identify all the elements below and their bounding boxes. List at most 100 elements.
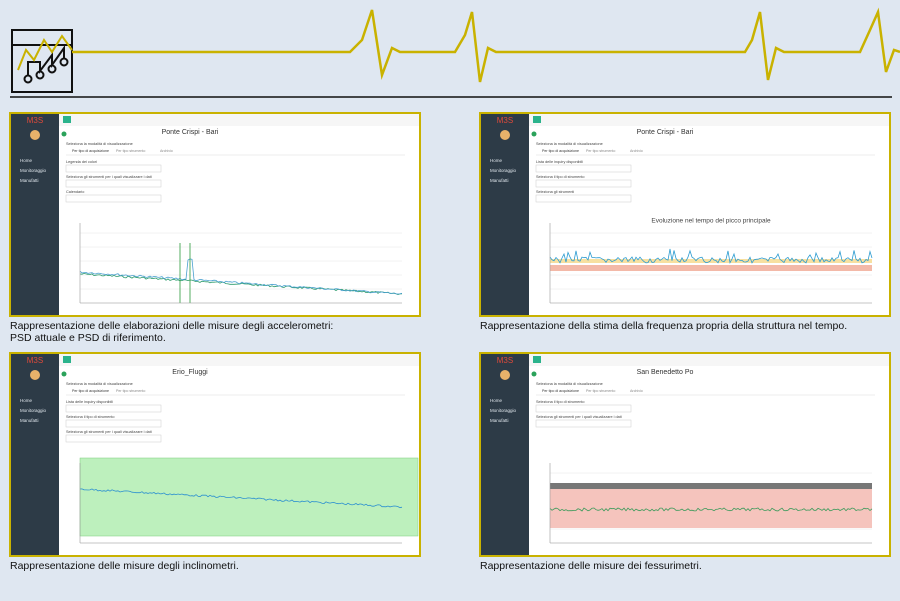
caption: Rappresentazione delle misure dei fessur… xyxy=(480,560,702,572)
tab[interactable]: Per tipo di acquisizione xyxy=(542,149,579,153)
form-label: Seleziona la modalità di visualizzazione xyxy=(66,382,133,386)
form-label: Seleziona gli strumenti xyxy=(536,190,574,194)
caption: Rappresentazione delle misure degli incl… xyxy=(10,560,239,572)
tab[interactable]: Archivio xyxy=(630,149,643,153)
sidebar-item[interactable]: Monitoraggio xyxy=(20,168,47,173)
input-field xyxy=(65,194,162,203)
sidebar xyxy=(11,114,59,315)
top-bar xyxy=(529,354,889,366)
sidebar xyxy=(481,354,529,555)
sidebar-item[interactable]: Home xyxy=(490,398,503,403)
panels: M3S Home Monitoraggio Manufatti Ponte Crispi… xyxy=(9,112,891,572)
screenshot-panel: M3S Home Monitoraggio Manufatti San Benedett… xyxy=(479,352,891,557)
form-label: Seleziona il tipo di strumento xyxy=(66,415,115,419)
logo: M3S xyxy=(27,356,43,365)
form-label: Calendario xyxy=(66,190,84,194)
band xyxy=(550,488,872,528)
tab[interactable]: Per tipo di acquisizione xyxy=(72,389,109,393)
form-label: Seleziona la modalità di visualizzazione xyxy=(536,382,603,386)
sidebar-item[interactable]: Home xyxy=(20,398,33,403)
screenshot-panel: M3S Home Monitoraggio Manufatti Ponte Crispi… xyxy=(479,112,891,317)
sidebar xyxy=(481,114,529,315)
top-button xyxy=(63,116,71,123)
caption: Rappresentazione della stima della frequ… xyxy=(480,320,847,332)
form-label: Lista delle inquiry disponibili xyxy=(66,400,113,404)
form-label: Seleziona la modalità di visualizzazione xyxy=(66,142,133,146)
top-button xyxy=(63,356,71,363)
logo: M3S xyxy=(497,116,513,125)
top-button xyxy=(533,356,541,363)
form-label: Seleziona gli strumenti per i quali visu… xyxy=(66,175,152,179)
page-title: San Benedetto Po xyxy=(637,369,694,376)
top-bar xyxy=(59,354,419,366)
avatar xyxy=(500,370,510,380)
status-icon xyxy=(61,371,67,377)
status-icon xyxy=(61,131,67,137)
ecg-line xyxy=(72,7,900,83)
input-field xyxy=(65,419,162,428)
sidebar-item[interactable]: Home xyxy=(490,158,503,163)
tab[interactable]: Archivio xyxy=(160,149,173,153)
form-label: Seleziona il tipo di strumento xyxy=(536,400,585,404)
avatar xyxy=(30,130,40,140)
sidebar-item[interactable]: Manufatti xyxy=(490,418,509,423)
sidebar-item[interactable]: Manufatti xyxy=(490,178,509,183)
sidebar xyxy=(11,354,59,555)
status-icon xyxy=(531,131,537,137)
tab[interactable]: Per tipo di acquisizione xyxy=(542,389,579,393)
input-field xyxy=(65,179,162,188)
page-title: Erio_Fluggi xyxy=(172,369,208,376)
form-label: Seleziona il tipo di strumento xyxy=(536,175,585,179)
tab[interactable]: Per tipo strumento xyxy=(586,389,615,393)
avatar xyxy=(500,130,510,140)
status-icon xyxy=(531,371,537,377)
input-field xyxy=(535,404,632,413)
page-title: Ponte Crispi - Bari xyxy=(162,129,219,136)
sidebar-item[interactable]: Monitoraggio xyxy=(20,408,47,413)
sidebar-item[interactable]: Manufatti xyxy=(20,178,39,183)
chart-line xyxy=(79,258,403,295)
band xyxy=(550,259,872,263)
top-button xyxy=(533,116,541,123)
input-field xyxy=(65,404,162,413)
screenshot-panel: M3S Home Monitoraggio Manufatti Ponte Crispi… xyxy=(9,112,421,317)
avatar xyxy=(30,370,40,380)
input-field xyxy=(65,434,162,443)
chart-title: Evoluzione nel tempo del picco principal… xyxy=(651,218,771,225)
form-label: Legenda dei colori xyxy=(66,160,97,164)
sidebar-item[interactable]: Monitoraggio xyxy=(490,408,517,413)
page-title: Ponte Crispi - Bari xyxy=(637,129,694,136)
band xyxy=(550,265,872,271)
sidebar-item[interactable]: Home xyxy=(20,158,33,163)
tab[interactable]: Per tipo di acquisizione xyxy=(72,149,109,153)
header-icon xyxy=(11,29,73,93)
form-label: Seleziona la modalità di visualizzazione xyxy=(536,142,603,146)
chart-line xyxy=(79,488,403,509)
chart-line xyxy=(549,507,873,512)
caption: Rappresentazione delle elaborazioni dell… xyxy=(10,320,333,332)
input-field xyxy=(535,419,632,428)
tab[interactable]: Archivio xyxy=(630,389,643,393)
tab[interactable]: Per tipo strumento xyxy=(116,389,145,393)
sidebar-item[interactable]: Monitoraggio xyxy=(490,168,517,173)
chart-line xyxy=(549,248,873,264)
caption: PSD attuale e PSD di riferimento. xyxy=(10,332,166,344)
band xyxy=(79,457,419,537)
tab[interactable]: Per tipo strumento xyxy=(116,149,145,153)
top-bar xyxy=(59,114,419,126)
input-field xyxy=(535,179,632,188)
top-bar xyxy=(529,114,889,126)
panel-bg xyxy=(479,112,891,317)
logo: M3S xyxy=(497,356,513,365)
logo: M3S xyxy=(27,116,43,125)
input-field xyxy=(535,164,632,173)
band xyxy=(550,483,872,489)
form-label: Lista delle inquiry disponibili xyxy=(536,160,583,164)
tab[interactable]: Per tipo strumento xyxy=(586,149,615,153)
form-label: Seleziona gli strumenti per i quali visu… xyxy=(536,415,622,419)
input-field xyxy=(535,194,632,203)
form-label: Seleziona gli strumenti per i quali visu… xyxy=(66,430,152,434)
sidebar-item[interactable]: Manufatti xyxy=(20,418,39,423)
screenshot-panel: M3S Home Monitoraggio Manufatti Erio_Fluggi S… xyxy=(9,352,421,557)
